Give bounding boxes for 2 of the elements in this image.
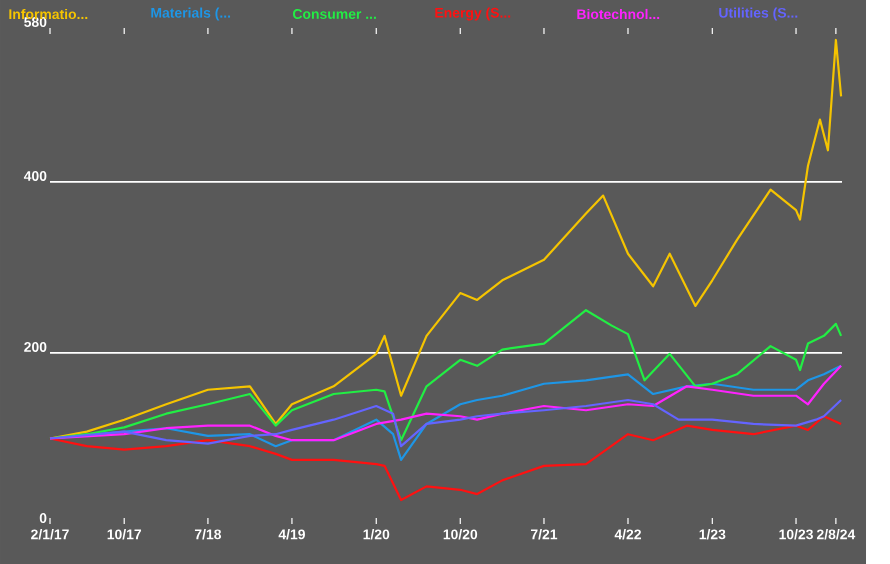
line-series bbox=[48, 398, 843, 448]
line-series bbox=[48, 415, 843, 502]
